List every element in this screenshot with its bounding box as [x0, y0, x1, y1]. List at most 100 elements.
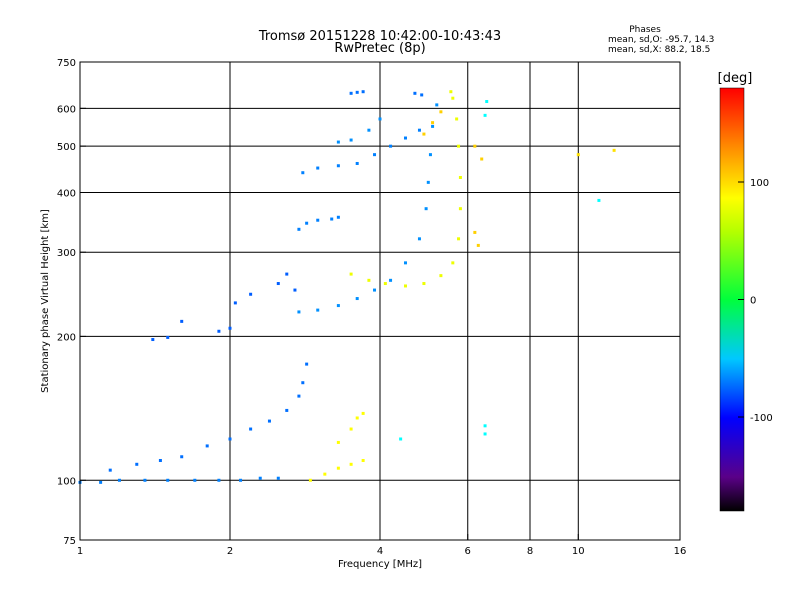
data-point	[399, 437, 403, 441]
grid-lines	[80, 62, 680, 540]
data-point	[424, 207, 428, 211]
data-point	[217, 478, 221, 482]
data-point	[355, 297, 359, 301]
data-point	[422, 132, 426, 136]
data-point	[217, 329, 221, 333]
x-tick-label: 10	[572, 546, 585, 557]
y-tick-label: 300	[57, 248, 76, 259]
data-point	[355, 416, 359, 420]
data-point	[297, 310, 301, 314]
data-point	[367, 278, 371, 282]
data-point	[451, 96, 455, 100]
data-point	[373, 153, 377, 157]
chart-subtitle: RwPretec (8p)	[334, 41, 425, 56]
data-point	[349, 91, 353, 95]
data-point	[285, 272, 289, 276]
data-point	[457, 144, 461, 148]
data-point	[597, 198, 601, 202]
data-point	[458, 175, 462, 179]
data-point	[249, 427, 253, 431]
data-point	[473, 230, 477, 234]
x-tick-label: 6	[465, 546, 471, 557]
data-point	[99, 480, 103, 484]
data-point	[431, 121, 435, 125]
y-tick-label: 75	[63, 536, 76, 547]
data-point	[483, 113, 487, 117]
data-point	[403, 136, 407, 140]
data-point	[389, 144, 393, 148]
data-point	[417, 237, 421, 241]
data-point	[336, 440, 340, 444]
data-point	[403, 261, 407, 265]
x-tick-label: 16	[674, 546, 687, 557]
data-point	[439, 110, 443, 114]
data-point	[361, 458, 365, 462]
data-point	[417, 128, 421, 132]
data-point	[297, 394, 301, 398]
stats-line-x: mean, sd,X: 88.2, 18.5	[608, 45, 710, 55]
y-axis-label: Stationary phase Virtual Height [km]	[40, 209, 51, 393]
chart-title: Tromsø 20151228 10:42:00-10:43:43	[258, 29, 501, 44]
y-axis-ticks: 75 100 200 300 400 500 600 750	[57, 58, 86, 547]
data-point	[166, 478, 170, 482]
data-point	[426, 180, 430, 184]
data-point	[239, 478, 243, 482]
data-point	[373, 288, 377, 292]
data-point	[193, 478, 197, 482]
data-point	[336, 140, 340, 144]
data-point	[413, 91, 417, 95]
data-point	[258, 476, 262, 480]
data-point	[355, 161, 359, 165]
data-point	[143, 478, 147, 482]
data-point	[449, 90, 453, 94]
data-point	[349, 138, 353, 142]
data-point	[323, 472, 327, 476]
data-point	[316, 308, 320, 312]
data-point	[576, 153, 580, 157]
data-point	[420, 93, 424, 97]
data-point	[336, 164, 340, 168]
data-point	[389, 278, 393, 282]
y-tick-label: 200	[57, 332, 76, 343]
y-tick-label: 750	[57, 58, 76, 69]
data-point	[233, 301, 237, 305]
data-point	[483, 424, 487, 428]
data-point	[361, 90, 365, 94]
data-point	[349, 272, 353, 276]
data-point	[151, 338, 155, 342]
data-point	[108, 468, 112, 472]
x-axis-label: Frequency [MHz]	[338, 559, 422, 570]
data-point	[439, 274, 443, 278]
data-point	[293, 288, 297, 292]
data-point	[383, 282, 387, 286]
y-tick-label: 600	[57, 104, 76, 115]
data-point	[458, 207, 462, 211]
data-point	[349, 462, 353, 466]
y-tick-label: 100	[57, 476, 76, 487]
data-point	[316, 166, 320, 170]
data-point	[480, 157, 484, 161]
x-tick-label: 2	[227, 546, 233, 557]
data-point	[135, 462, 139, 466]
x-tick-label: 4	[377, 546, 383, 557]
data-point	[476, 243, 480, 247]
data-point	[205, 444, 209, 448]
data-point	[455, 117, 459, 121]
data-point	[612, 148, 616, 152]
data-point	[316, 218, 320, 222]
data-point	[276, 282, 280, 286]
y-tick-label: 500	[57, 142, 76, 153]
stats-heading: Phases	[629, 25, 661, 35]
data-point	[355, 90, 359, 94]
data-point	[297, 227, 301, 231]
data-point	[428, 153, 432, 157]
data-point	[301, 381, 305, 385]
data-point	[336, 215, 340, 219]
data-point	[451, 261, 455, 265]
data-point	[305, 362, 309, 366]
x-tick-label: 8	[527, 546, 533, 557]
data-point	[180, 319, 184, 323]
y-tick-label: 400	[57, 188, 76, 199]
data-point	[457, 237, 461, 241]
